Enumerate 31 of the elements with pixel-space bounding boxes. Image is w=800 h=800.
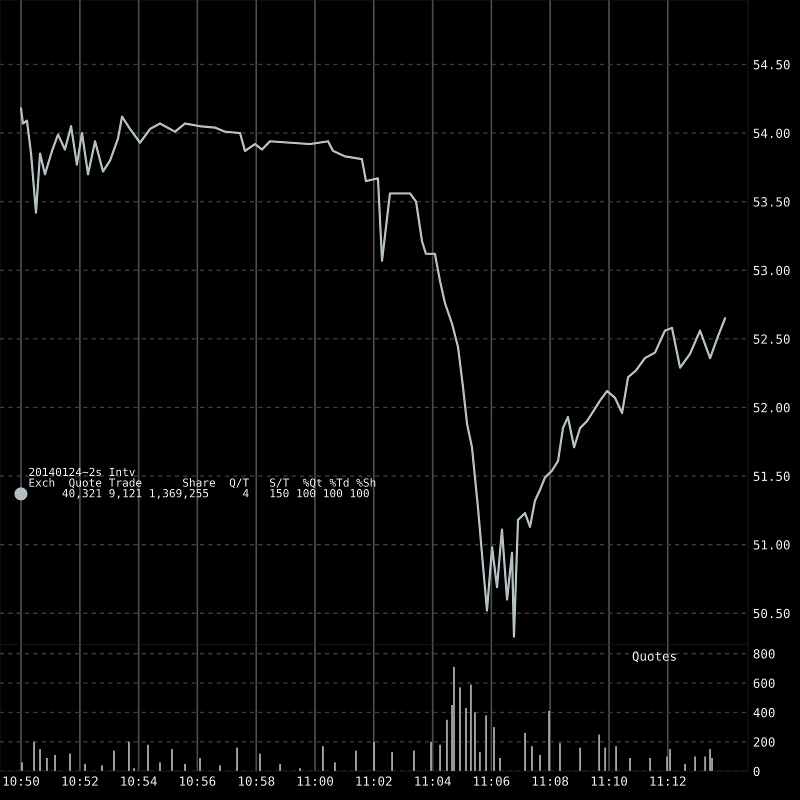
annotation: 40,321 9,121 1,369,255 4 150 100 100 100	[62, 489, 369, 499]
x-tick-label: 11:12	[650, 776, 686, 786]
x-tick-label: 10:56	[180, 776, 216, 786]
y-tick-label: 200	[754, 737, 775, 747]
annotation: 20140124~2s Intv	[29, 468, 135, 476]
x-tick-label: 10:50	[4, 776, 39, 786]
y-tick-label: 600	[754, 678, 775, 688]
x-tick-label: 11:02	[356, 776, 392, 786]
y-tick-label: 51.50	[754, 472, 790, 482]
x-tick-label: 11:08	[532, 776, 568, 786]
x-tick-label: 11:04	[415, 776, 451, 786]
y-tick-label: 0	[754, 766, 760, 776]
x-tick-label: 10:58	[238, 776, 274, 786]
y-tick-label: 51.00	[754, 540, 790, 550]
y-tick-label: 400	[753, 708, 775, 718]
y-tick-label: 54.00	[754, 128, 790, 138]
y-tick-label: 50.50	[754, 608, 790, 618]
annotation: Exch Quote Trade Share Q/T S/T %Qt %Td %Sh	[29, 478, 376, 488]
x-tick-label: 11:10	[592, 776, 628, 786]
x-tick-label: 10:54	[121, 776, 157, 786]
y-tick-label: 52.00	[754, 402, 790, 412]
x-tick-label: 11:06	[474, 776, 510, 786]
x-tick-label: 11:00	[298, 776, 334, 786]
annotation: Quotes	[632, 651, 676, 662]
y-tick-label: 54.50	[754, 60, 790, 70]
y-tick-label: 53.00	[754, 266, 790, 276]
y-tick-label: 800	[754, 649, 775, 659]
y-tick-label: 52.50	[754, 334, 790, 344]
y-tick-label: 53.50	[754, 197, 790, 207]
x-tick-label: 10:52	[62, 776, 98, 786]
line-series	[20, 107, 726, 638]
